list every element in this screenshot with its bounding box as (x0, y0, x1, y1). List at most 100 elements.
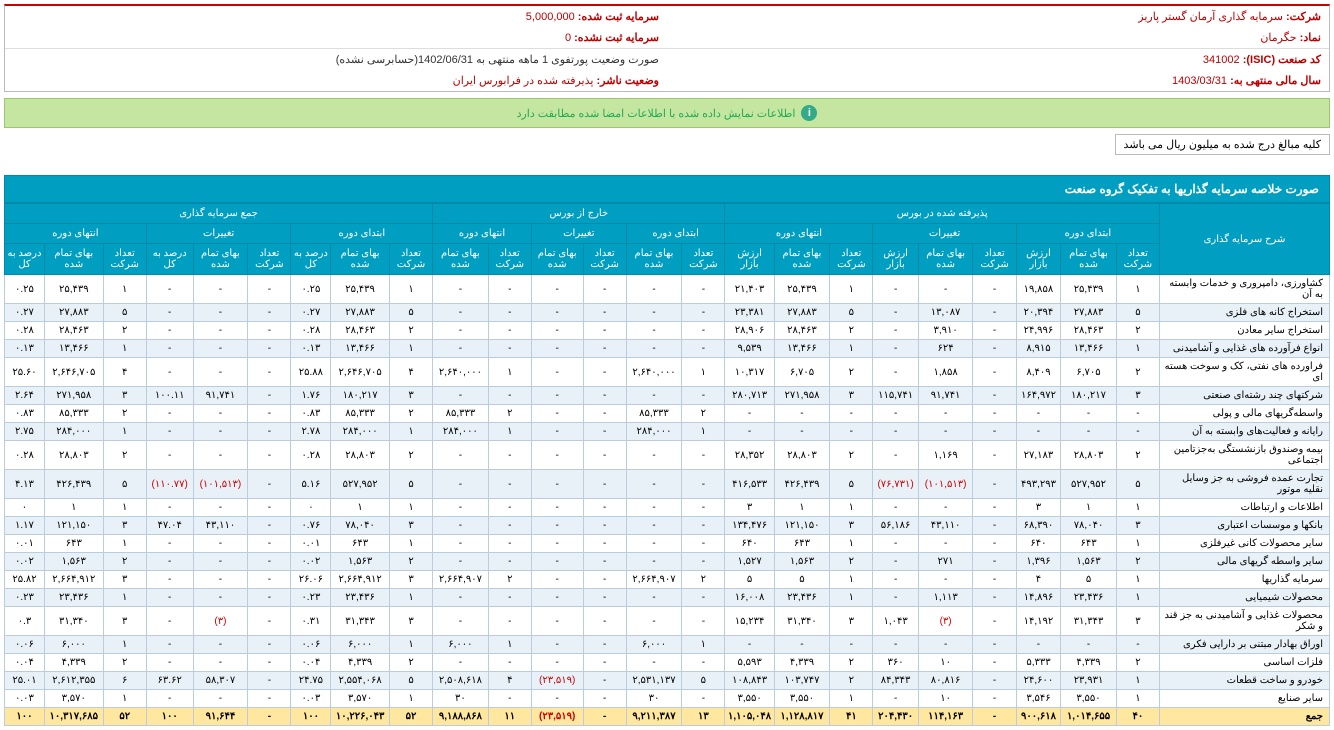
cell: ۲ (682, 405, 725, 423)
cell: - (531, 517, 583, 535)
row-label: محصولات غذایی و آشامیدنی به جز قند و شکر (1160, 607, 1330, 636)
cell: ۰.۸۳ (291, 405, 331, 423)
table-row: فراورده های نفتی، کک و سوخت هسته ای۲۶,۷۰… (5, 358, 1330, 387)
cell: ۱۳,۴۶۶ (44, 340, 103, 358)
cell: - (682, 654, 725, 672)
cell: ۳ (389, 607, 432, 636)
cell: - (531, 690, 583, 708)
cell: ۹,۲۱۱,۳۸۷ (626, 708, 682, 726)
cell: - (973, 499, 1016, 517)
table-row: رایانه و فعالیت‌های وابسته به آن--------… (5, 423, 1330, 441)
cell: ۴۱۶,۵۳۳ (725, 470, 774, 499)
cell: ۲۳,۹۳۱ (1061, 672, 1117, 690)
cell: - (583, 517, 626, 535)
cell: - (488, 535, 531, 553)
cell: ۸۵,۳۳۳ (433, 405, 489, 423)
cell: ۹,۱۸۸,۸۶۸ (433, 708, 489, 726)
h: درصد به کل (5, 244, 45, 275)
cell: - (583, 423, 626, 441)
cell: - (1116, 405, 1159, 423)
cell: - (873, 499, 918, 517)
cell: - (248, 654, 291, 672)
cell: ۲,۵۳۱,۱۳۷ (626, 672, 682, 690)
h: ارزش بازار (725, 244, 774, 275)
table-row: شرکتهای چند رشته‌ای صنعتی۳۱۸۰,۲۱۷۱۶۴,۹۷۲… (5, 387, 1330, 405)
table-row: فلزات اساسی۲۴,۳۳۹۵,۳۳۳-۱۰۳۶۰۲۴,۳۳۹۵,۵۹۳-… (5, 654, 1330, 672)
cell: ۱ (1116, 571, 1159, 589)
cell: - (248, 275, 291, 304)
cell: ۴۲۶,۴۳۹ (44, 470, 103, 499)
cell: - (531, 589, 583, 607)
cell: - (433, 322, 489, 340)
cell: ۰.۲۷ (5, 304, 45, 322)
cell: ۲۳,۴۳۶ (1061, 589, 1117, 607)
cell: - (973, 535, 1016, 553)
cell: ۳ (830, 607, 873, 636)
cell: ۵۸,۳۰۷ (193, 672, 248, 690)
h: تعداد شرکت (1116, 244, 1159, 275)
cell: - (248, 553, 291, 571)
cell: ۸۰,۸۱۶ (918, 672, 973, 690)
cell: ۲,۶۶۴,۹۰۷ (626, 571, 682, 589)
cell: - (725, 423, 774, 441)
cell: ۸۴,۳۴۳ (873, 672, 918, 690)
cell: ۶,۷۰۵ (1061, 358, 1117, 387)
cell: - (146, 304, 193, 322)
cell: - (248, 607, 291, 636)
cell: ۶۴۰ (725, 535, 774, 553)
cell: ۱,۸۵۸ (918, 358, 973, 387)
cell: ۱ (830, 275, 873, 304)
cell: - (433, 441, 489, 470)
cell: ۲۷,۸۸۳ (331, 304, 390, 322)
row-label: واسطه‌گریهای مالی و پولی (1160, 405, 1330, 423)
cell: - (682, 470, 725, 499)
cell: - (626, 275, 682, 304)
cell: - (146, 571, 193, 589)
cell: ۱۰۰.۱۱ (146, 387, 193, 405)
cell: - (973, 517, 1016, 535)
cell: ۲,۶۴۶,۷۰۵ (44, 358, 103, 387)
cell: ۲۸,۴۶۳ (331, 322, 390, 340)
lbl-symbol: نماد: (1300, 32, 1321, 44)
cell: - (433, 553, 489, 571)
table-row: اوراق بهادار مبتنی بر دارایی فکری-------… (5, 636, 1330, 654)
cell: - (873, 358, 918, 387)
cell: ۱ (1116, 535, 1159, 553)
cell: - (248, 589, 291, 607)
h: بهای تمام شده (918, 244, 973, 275)
cell: ۲۵.۸۲ (5, 571, 45, 589)
cell: - (488, 275, 531, 304)
cell: ۶۴۳ (774, 535, 830, 553)
cell: ۱,۳۹۶ (1016, 553, 1061, 571)
cell: ۱ (1061, 499, 1117, 517)
cell: - (873, 322, 918, 340)
h-bourse: پذیرفته شده در بورس (725, 204, 1160, 224)
cell: - (531, 423, 583, 441)
cell: - (248, 672, 291, 690)
cell: - (682, 322, 725, 340)
cell: ۰.۲۸ (5, 441, 45, 470)
cell: - (973, 708, 1016, 726)
cell: ۲.۶۴ (5, 387, 45, 405)
cell: ۲۴.۷۵ (291, 672, 331, 690)
cell: ۱۰۰ (291, 708, 331, 726)
cell: ۱ (1116, 499, 1159, 517)
cell: ۱۹,۸۵۸ (1016, 275, 1061, 304)
cell: ۱,۱۱۳ (918, 589, 973, 607)
cell: - (583, 358, 626, 387)
cell: - (1016, 405, 1061, 423)
cell: ۱۸۰,۲۱۷ (331, 387, 390, 405)
cell: ۰.۰۴ (291, 654, 331, 672)
cell: ۱ (103, 589, 146, 607)
cell: ۲,۶۶۴,۹۰۷ (433, 571, 489, 589)
cell: - (682, 441, 725, 470)
row-label: جمع (1160, 708, 1330, 726)
cell: ۱ (774, 499, 830, 517)
h: تعداد شرکت (583, 244, 626, 275)
cell: ۲۸۴,۰۰۰ (331, 423, 390, 441)
cell: - (1116, 423, 1159, 441)
table-row: انواع فرآورده های غذایی و آشامیدنی۱۱۳,۴۶… (5, 340, 1330, 358)
cell: ۰.۳ (5, 607, 45, 636)
row-label: فراورده های نفتی، کک و سوخت هسته ای (1160, 358, 1330, 387)
cell: ۱۰,۳۱۷,۶۸۵ (44, 708, 103, 726)
